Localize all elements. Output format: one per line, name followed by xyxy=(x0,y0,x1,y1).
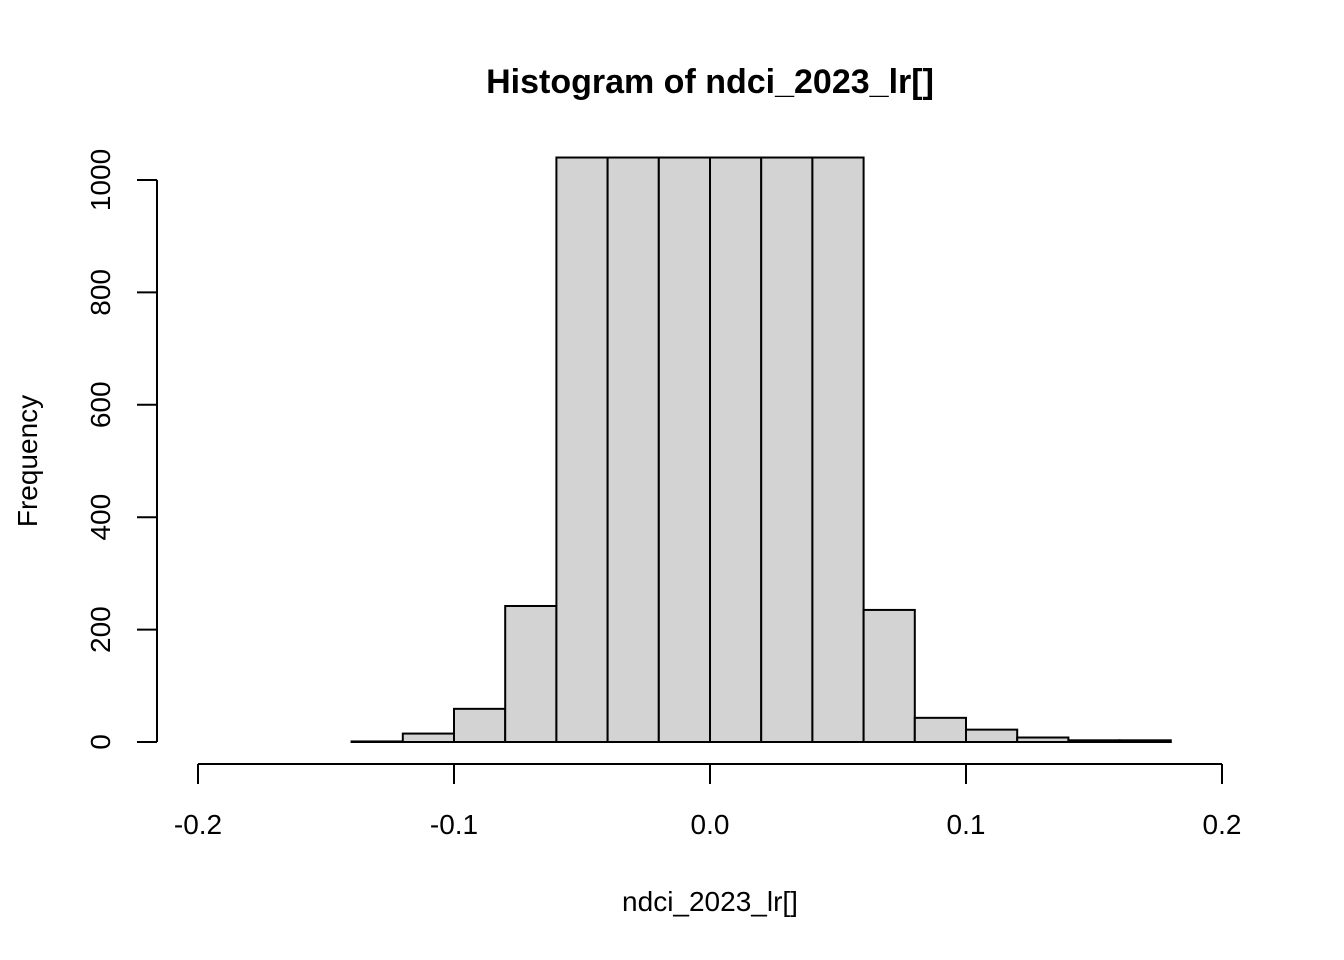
x-axis: -0.2 -0.1 0.0 0.1 0.2 xyxy=(174,763,1242,840)
histogram-bar xyxy=(350,740,404,743)
histogram-bar xyxy=(862,608,916,743)
histogram-bar xyxy=(1067,739,1121,744)
histogram-bar xyxy=(555,156,609,743)
histogram-bar xyxy=(1118,739,1172,744)
histogram-bar xyxy=(453,707,507,743)
histogram-bar xyxy=(606,156,660,743)
y-axis-label: Frequency xyxy=(12,395,43,527)
y-axis: 0 200 400 600 800 1000 xyxy=(85,149,158,750)
histogram-bar xyxy=(760,156,814,743)
histogram-bar xyxy=(709,156,763,743)
histogram-bar xyxy=(657,156,711,743)
x-axis-label: ndci_2023_lr[] xyxy=(622,886,798,917)
x-tick-label: 0.1 xyxy=(947,809,986,840)
y-tick-label: 800 xyxy=(85,269,116,316)
histogram-bars xyxy=(350,156,1172,744)
x-tick-label: 0.2 xyxy=(1203,809,1242,840)
x-tick-label: -0.1 xyxy=(430,809,478,840)
y-tick-label: 600 xyxy=(85,381,116,428)
histogram-bar xyxy=(811,156,865,743)
histogram-bar xyxy=(913,716,967,743)
x-tick-label: -0.2 xyxy=(174,809,222,840)
y-tick-label: 1000 xyxy=(85,149,116,211)
y-tick-label: 200 xyxy=(85,606,116,653)
y-tick-label: 0 xyxy=(85,734,116,750)
x-tick-label: 0.0 xyxy=(691,809,730,840)
histogram-bar xyxy=(504,604,558,743)
y-tick-label: 400 xyxy=(85,494,116,541)
histogram-bar xyxy=(401,732,455,744)
chart-title: Histogram of ndci_2023_lr[] xyxy=(486,63,934,101)
histogram-bar xyxy=(965,728,1019,743)
histogram-bar xyxy=(1016,736,1070,744)
